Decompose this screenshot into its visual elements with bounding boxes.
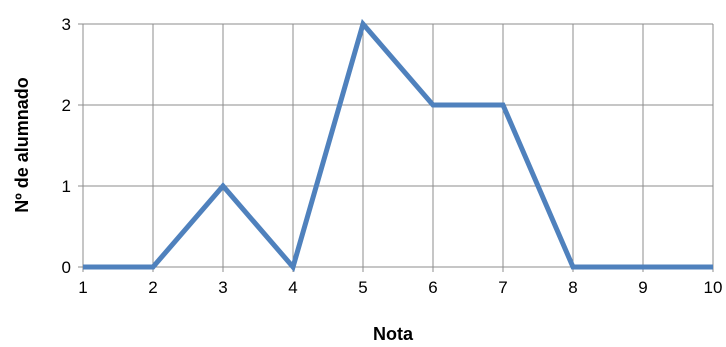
series-layer bbox=[82, 18, 714, 273]
y-tick-label: 3 bbox=[62, 15, 71, 34]
x-tick-label: 7 bbox=[498, 278, 507, 297]
x-tick-label: 5 bbox=[358, 278, 367, 297]
y-tick-labels: 0 1 2 3 bbox=[62, 15, 71, 277]
y-tick-label: 2 bbox=[62, 96, 71, 115]
x-tick-label: 2 bbox=[148, 278, 157, 297]
x-tick-label: 4 bbox=[288, 278, 297, 297]
series-line bbox=[83, 18, 713, 273]
x-tick-label: 10 bbox=[704, 278, 723, 297]
x-tick-label: 8 bbox=[568, 278, 577, 297]
y-tick-label: 1 bbox=[62, 177, 71, 196]
y-axis-title: Nº de alumnado bbox=[12, 77, 32, 213]
x-tick-label: 9 bbox=[638, 278, 647, 297]
x-tick-labels: 1 2 3 4 5 6 7 8 9 10 bbox=[78, 278, 722, 297]
grid-lines bbox=[82, 23, 714, 268]
x-tick-label: 1 bbox=[78, 278, 87, 297]
x-tick-label: 3 bbox=[218, 278, 227, 297]
y-tick-label: 0 bbox=[62, 258, 71, 277]
x-axis-title: Nota bbox=[373, 324, 414, 344]
x-tick-label: 6 bbox=[428, 278, 437, 297]
